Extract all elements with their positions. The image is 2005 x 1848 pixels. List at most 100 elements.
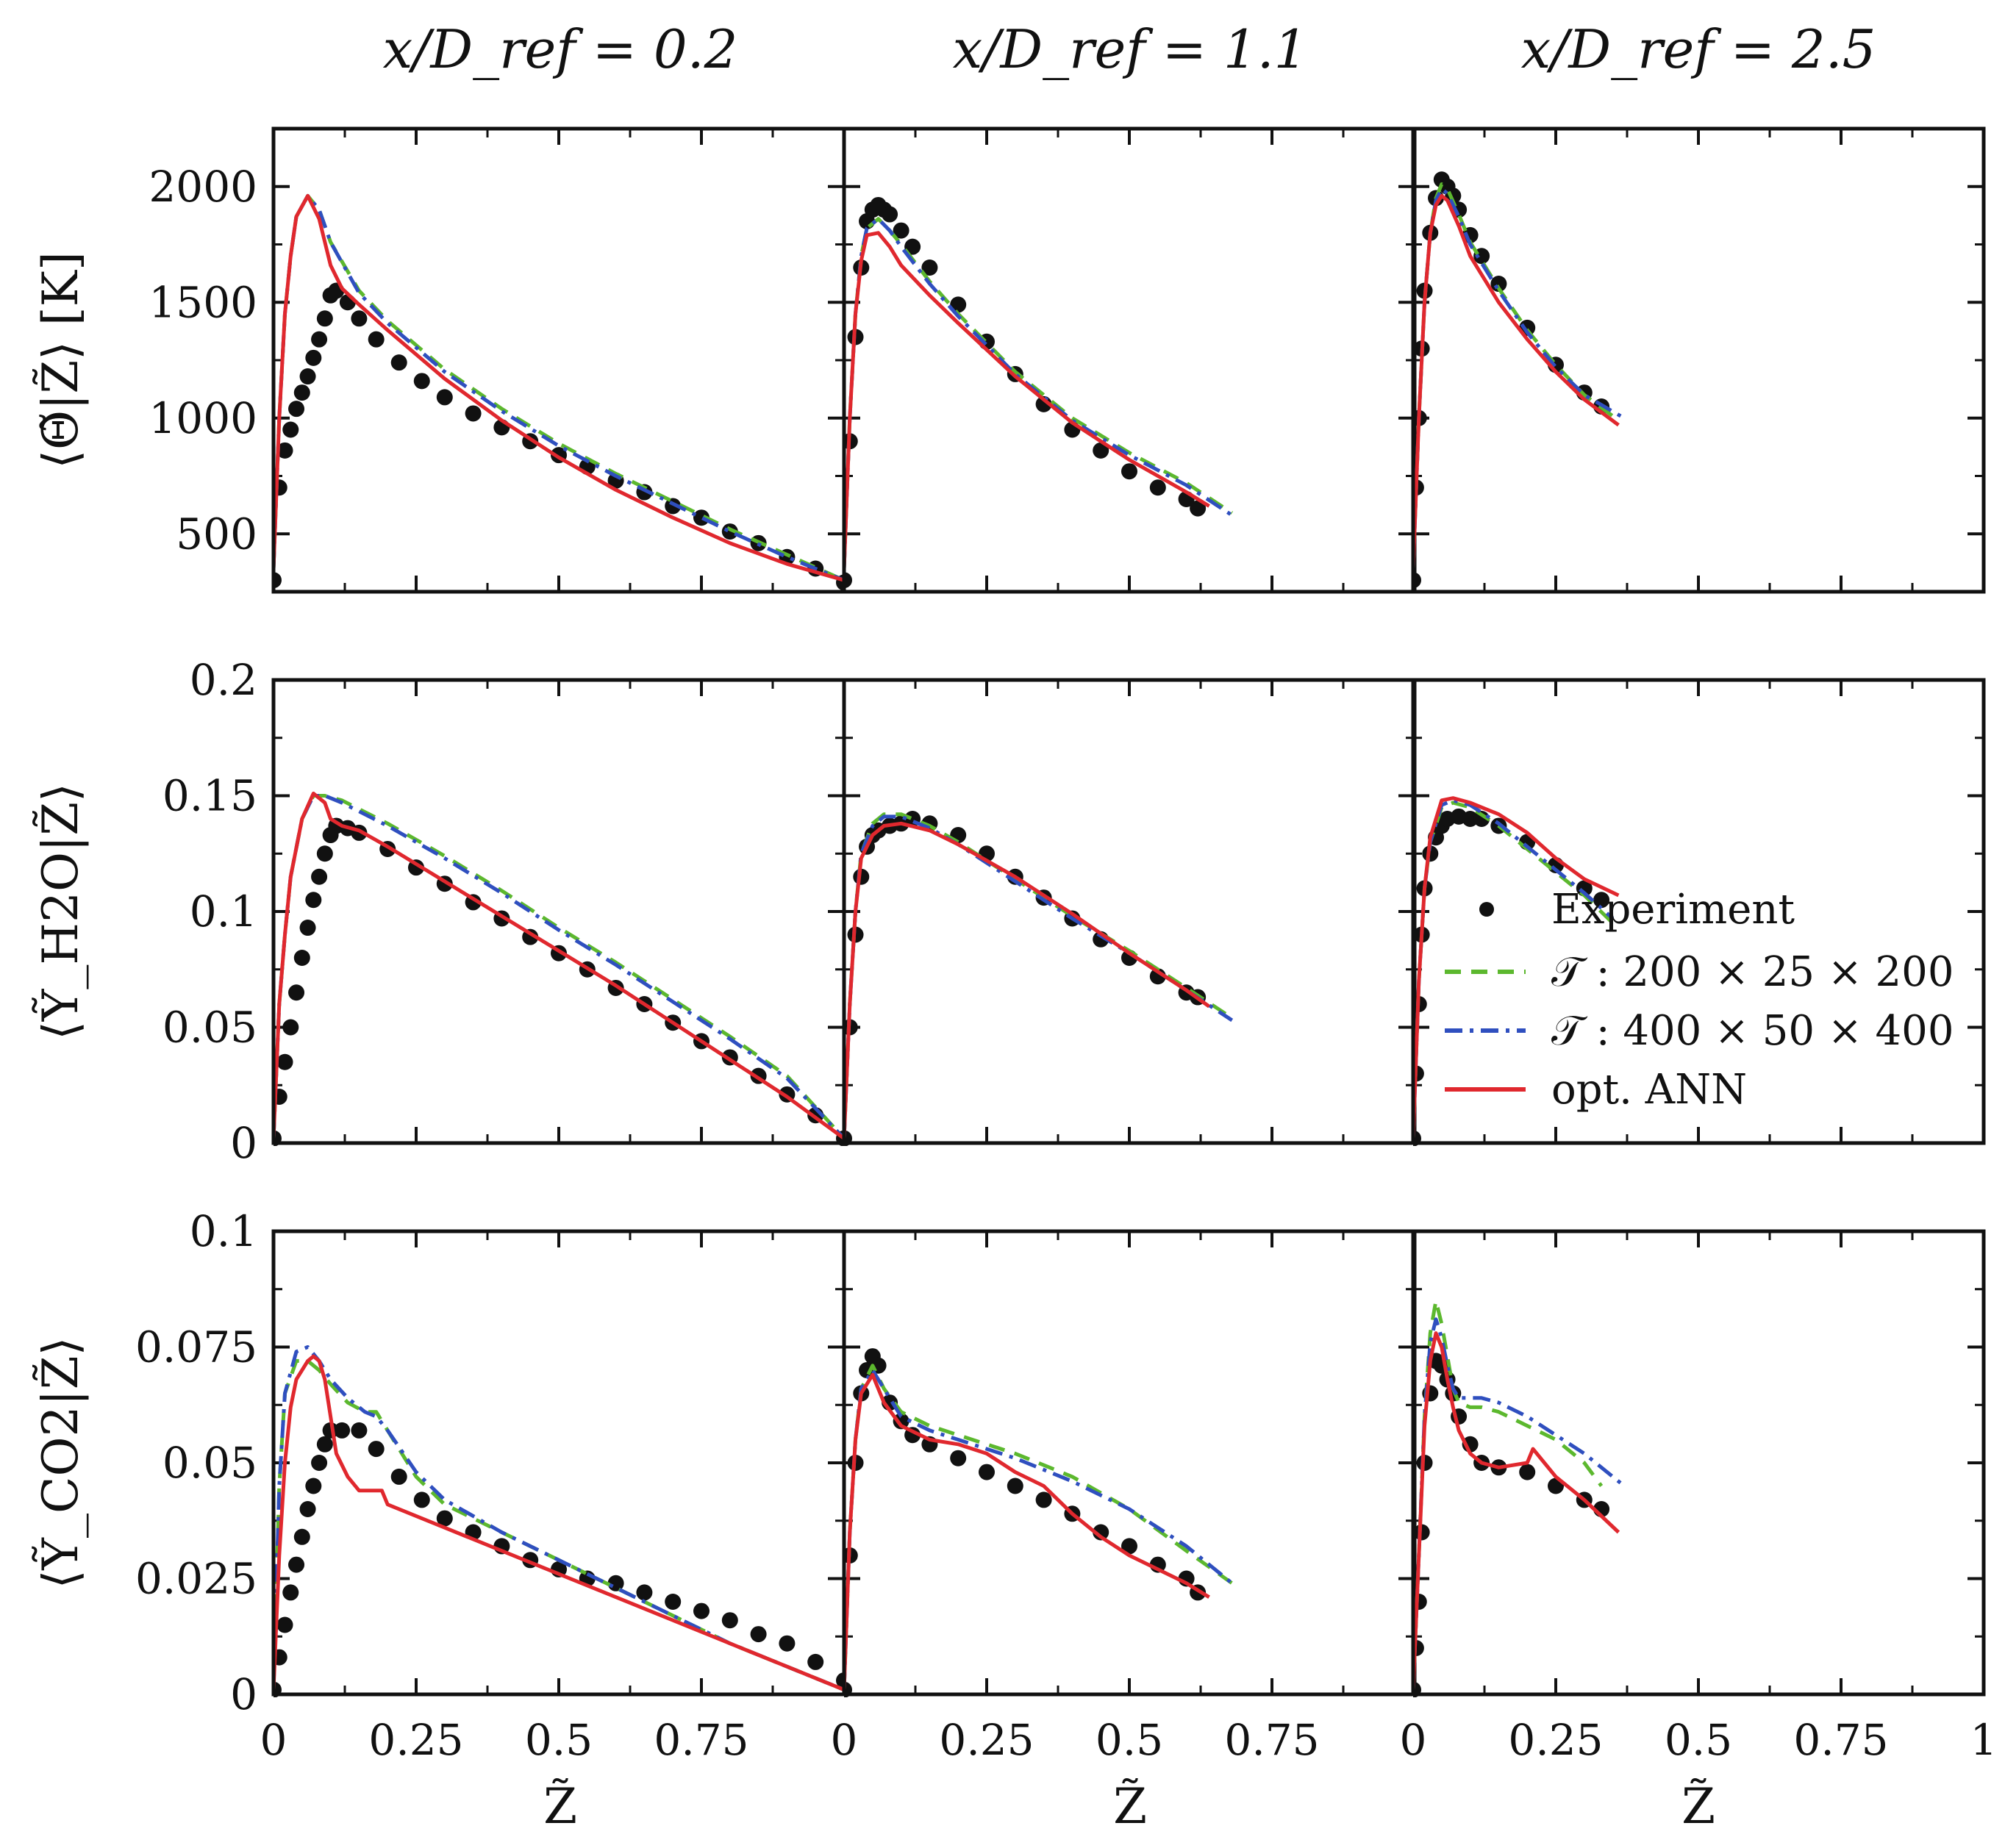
y-tick-label-r1c0-4: 0.2 (190, 655, 257, 705)
experiment-point-r0c2 (1413, 572, 1421, 589)
experiment-point-r2c0 (311, 1455, 328, 1471)
experiment-point-r2c0 (299, 1501, 316, 1517)
y-tick-label-r2c0-0: 0 (230, 1669, 257, 1719)
panel-r2c2: 0 0.25 0.5 0.75 1 (1400, 1229, 1998, 1765)
experiment-point-r0c0 (299, 368, 316, 385)
experiment-point-r2c0 (779, 1635, 796, 1652)
series-line-400-50-400-r1c2 (1413, 798, 1615, 1139)
legend: Experiment 𝒯 : 200 × 25 × 200 𝒯 : 400 × … (1445, 886, 1954, 1114)
panel-r1c0: 0 0.05 0.1 0.15 0.2 (162, 655, 846, 1168)
series-line-opt-ann-r1c2 (1413, 796, 1620, 1139)
x-tick-label-r2c0-0: 0 (260, 1715, 287, 1765)
column-title-0: x/D_ref = 0.2 (383, 18, 738, 80)
experiment-point-r0c0 (413, 373, 430, 390)
experiment-point-r0c1 (882, 206, 898, 223)
panel-r1c2 (1411, 678, 1986, 1146)
panel-data-r0c0 (274, 193, 844, 591)
panel-r0c0: 500 1000 1500 2000 (149, 126, 846, 594)
column-title-1: x/D_ref = 1.1 (953, 18, 1308, 80)
y-tick-label-r2c0-2: 0.05 (162, 1438, 257, 1488)
y-tick-label-r0c0-2: 1500 (149, 277, 257, 327)
y-tick-label-r1c0-1: 0.05 (162, 1003, 257, 1053)
experiment-point-r2c1 (1007, 1478, 1023, 1494)
legend-t400-label: 𝒯 : 400 × 50 × 400 (1551, 1007, 1954, 1055)
experiment-point-r2c0 (390, 1468, 407, 1485)
experiment-point-r0c0 (368, 331, 385, 348)
y-tick-label-r2c0-1: 0.025 (135, 1554, 257, 1604)
experiment-point-r0c1 (950, 296, 967, 313)
panel-r1c1 (842, 678, 1417, 1146)
experiment-point-r1c0 (311, 868, 328, 885)
x-tick-label-r2c2-2: 0.5 (1665, 1715, 1732, 1765)
experiment-point-r2c0 (807, 1653, 824, 1670)
experiment-point-r2c0 (282, 1584, 299, 1601)
x-tick-label-r2c2-1: 0.25 (1508, 1715, 1603, 1765)
panel-r2c1: 0 0.25 0.5 0.75 (831, 1229, 1417, 1765)
experiment-point-r1c2 (1462, 811, 1479, 827)
series-line-opt-ann-r1c1 (844, 821, 1211, 1139)
experiment-point-r0c0 (282, 421, 299, 438)
y-tick-label-r2c0-4: 0.1 (190, 1206, 257, 1256)
series-line-200-25-200-r0c2 (1413, 182, 1620, 569)
x-tick-label-r2c2-3: 0.75 (1793, 1715, 1888, 1765)
experiment-point-r0c1 (1149, 479, 1166, 496)
x-tick-label-r2c0-2: 0.5 (525, 1715, 593, 1765)
x-axis-label-col-0: Z̃ (543, 1778, 577, 1835)
experiment-point-r2c0 (693, 1602, 710, 1619)
experiment-point-r0c2 (1490, 276, 1507, 293)
y-axis-label-row-1: ⟨Ỹ_H2O|Z̃⟩ (32, 783, 89, 1040)
column-title-2: x/D_ref = 2.5 (1521, 18, 1876, 80)
legend-experiment-marker (1479, 902, 1494, 917)
experiment-point-r0c0 (665, 498, 682, 515)
experiment-point-r2c1 (1035, 1491, 1052, 1508)
experiment-point-r0c1 (1121, 463, 1137, 480)
panel-data-r1c1 (844, 811, 1234, 1146)
x-axis-label-col-1: Z̃ (1113, 1778, 1147, 1835)
panel-frame-r1c1 (842, 678, 1417, 1145)
series-line-200-25-200-r1c0 (274, 794, 844, 1140)
panel-data-r2c2 (1413, 1299, 1626, 1697)
experiment-point-r2c0 (750, 1626, 767, 1643)
experiment-point-r2c0 (665, 1594, 682, 1610)
x-tick-label-r2c1-3: 0.75 (1224, 1715, 1319, 1765)
experiment-point-r0c0 (293, 384, 310, 401)
experiment-point-r0c1 (1093, 442, 1109, 459)
series-line-400-50-400-r1c0 (274, 794, 844, 1140)
panel-data-r1c2 (1413, 796, 1620, 1146)
experiment-point-r0c1 (921, 259, 938, 276)
series-line-200-25-200-r2c0 (274, 1358, 844, 1692)
experiment-point-r2c1 (1121, 1538, 1137, 1555)
experiment-point-r0c0 (288, 401, 305, 418)
panel-frame-r2c2 (1411, 1229, 1986, 1697)
panel-data-r0c2 (1413, 171, 1626, 589)
experiment-point-r1c0 (293, 950, 310, 966)
y-tick-label-r0c0-0: 500 (176, 509, 257, 559)
experiment-point-r2c1 (950, 1450, 967, 1466)
series-line-400-50-400-r0c0 (274, 193, 844, 582)
experiment-point-r0c1 (1035, 395, 1052, 412)
x-tick-label-r2c1-0: 0 (831, 1715, 858, 1765)
panel-frame-r0c2 (1411, 126, 1986, 594)
panel-r0c1 (842, 126, 1417, 594)
series-line-400-50-400-r1c1 (844, 814, 1234, 1139)
x-tick-label-r2c2-4: 1 (1970, 1715, 1998, 1765)
series-line-200-25-200-r2c2 (1413, 1299, 1604, 1690)
experiment-point-r2c2 (1519, 1464, 1536, 1480)
experiment-point-r2c0 (413, 1491, 430, 1508)
panel-frame-r0c1 (842, 126, 1417, 594)
series-line-opt-ann-r2c0 (274, 1354, 844, 1692)
panel-frame-r2c0 (271, 1229, 846, 1697)
series-line-200-25-200-r2c1 (844, 1364, 1234, 1690)
experiment-point-r2c0 (276, 1616, 293, 1633)
experiment-point-r2c0 (293, 1528, 310, 1545)
experiment-point-r0c0 (436, 389, 453, 406)
experiment-point-r0c0 (305, 349, 322, 366)
experiment-point-r0c0 (390, 354, 407, 371)
series-line-opt-ann-r0c0 (274, 193, 844, 582)
experiment-point-r2c0 (334, 1422, 351, 1439)
x-tick-label-r2c0-1: 0.25 (368, 1715, 463, 1765)
x-tick-label-r2c0-3: 0.75 (654, 1715, 748, 1765)
series-line-200-25-200-r1c1 (844, 812, 1234, 1139)
